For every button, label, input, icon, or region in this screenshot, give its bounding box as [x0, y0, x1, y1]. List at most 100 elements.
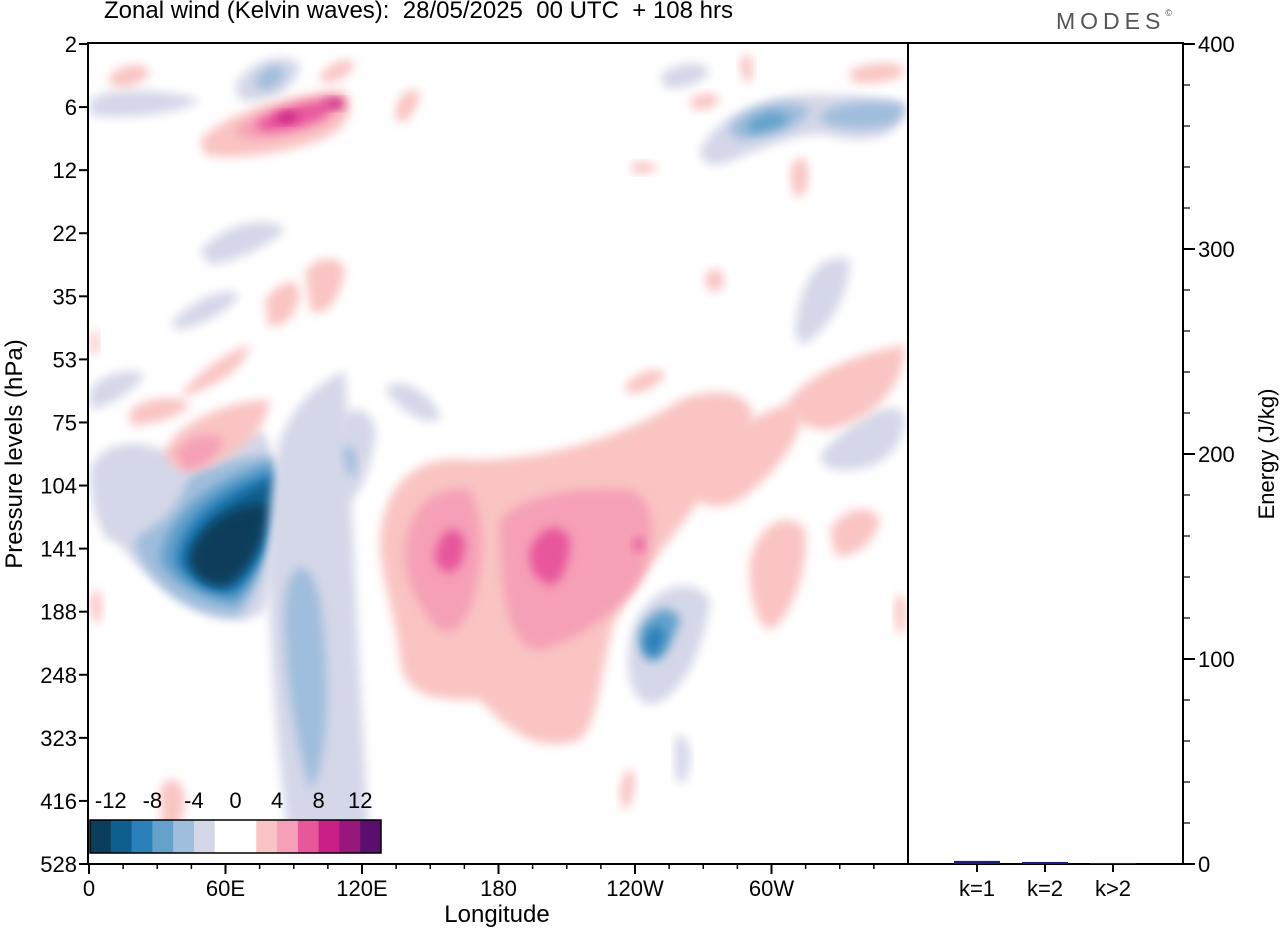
colorbar-swatch	[152, 820, 174, 853]
x-tick-label: 180	[480, 876, 517, 901]
colorbar-swatch	[360, 820, 382, 853]
positive-wind-region	[625, 369, 665, 394]
negative-wind-region	[820, 407, 905, 470]
positive-wind-region	[435, 529, 465, 573]
energy-bars: k=1 k=2 k>2	[954, 860, 1136, 901]
colorbar-swatch	[297, 820, 320, 853]
y-tick-label: 416	[40, 789, 77, 814]
negative-wind-region	[336, 409, 376, 500]
positive-wind-region	[275, 111, 298, 124]
colorbar-swatch	[339, 820, 361, 853]
positive-wind-region	[690, 400, 802, 507]
x-tick-label: 120W	[606, 876, 664, 901]
negative-wind-region	[90, 370, 145, 410]
energy-tick-label: 200	[1198, 442, 1235, 467]
negative-wind-region	[190, 504, 268, 586]
colorbar-swatch	[214, 820, 236, 853]
y-tick-label: 188	[40, 600, 77, 625]
negative-wind-region	[170, 291, 240, 330]
colorbar-swatch	[256, 820, 278, 853]
positive-wind-region	[895, 595, 906, 635]
colorbar-label: 12	[348, 788, 372, 813]
positive-wind-region	[500, 488, 652, 650]
colorbar-swatch	[110, 820, 133, 853]
y-tick-label: 12	[53, 158, 77, 183]
y-axis-label: Pressure levels (hPa)	[1, 339, 28, 568]
positive-wind-region	[830, 509, 880, 556]
y-tick-label: 22	[53, 221, 77, 246]
positive-wind-region	[90, 329, 99, 356]
positive-wind-region	[850, 63, 905, 84]
energy-frame	[907, 42, 1184, 865]
positive-wind-region	[175, 435, 225, 470]
negative-wind-region	[255, 66, 285, 90]
positive-wind-region	[705, 268, 725, 292]
colorbar-label: -12	[95, 788, 127, 813]
energy-tick-label: 100	[1198, 647, 1235, 672]
positive-wind-region	[790, 157, 809, 197]
y-tick-label: 248	[40, 663, 77, 688]
y-tick-label: 141	[40, 537, 77, 562]
colorbar: -12 -8 -4 0 4 8 12	[89, 788, 382, 854]
energy-tick-label: 0	[1198, 852, 1210, 877]
energy-axis-label: Energy (J/kg)	[1254, 389, 1279, 520]
positive-wind-region	[265, 282, 300, 327]
negative-wind-region	[644, 625, 665, 656]
negative-wind-region	[90, 443, 190, 540]
colorbar-label: 4	[271, 788, 283, 813]
positive-wind-region	[620, 769, 635, 809]
colorbar-label: 8	[313, 788, 325, 813]
y-tick-label: 528	[40, 852, 77, 877]
negative-wind-region	[675, 735, 690, 784]
positive-wind-region	[630, 162, 658, 174]
y-tick-label: 53	[53, 347, 77, 372]
colorbar-swatch	[173, 820, 195, 853]
bar-category-label: k=2	[1027, 876, 1063, 901]
energy-tick-label: 400	[1198, 32, 1235, 57]
y-tick-label: 6	[65, 95, 77, 120]
brand-logo: MODES©	[1056, 8, 1172, 34]
y-tick-label: 35	[53, 284, 77, 309]
negative-wind-region	[820, 102, 905, 129]
colorbar-label: -8	[143, 788, 163, 813]
negative-wind-region	[385, 383, 440, 421]
positive-wind-region	[110, 64, 150, 88]
y-tick-label: 104	[40, 474, 77, 499]
colorbar-label: -4	[184, 788, 204, 813]
energy-bar	[1022, 861, 1068, 864]
positive-wind-region	[395, 90, 420, 123]
y-axis: 2 6 12 22 35 53 75 104 141 188 248 323 416 528	[40, 32, 89, 877]
energy-bar	[1090, 862, 1136, 864]
y-tick-label: 75	[53, 410, 77, 435]
chart-title: Zonal wind (Kelvin waves): 28/05/2025 00…	[104, 0, 733, 24]
x-axis: 0 60E 120E 180 120W 60W	[83, 864, 875, 901]
colorbar-swatch	[90, 820, 112, 853]
energy-axis: 0 100 200 300 400	[1183, 32, 1235, 877]
y-tick-label: 2	[65, 32, 77, 57]
colorbar-swatch	[318, 820, 340, 853]
y-tick-label: 323	[40, 726, 77, 751]
positive-wind-region	[325, 98, 345, 110]
colorbar-frame	[89, 819, 382, 854]
positive-wind-region	[529, 527, 570, 585]
positive-wind-region	[90, 589, 102, 624]
energy-tick-label: 300	[1198, 237, 1235, 262]
negative-wind-region	[745, 112, 790, 133]
x-tick-label: 60W	[749, 876, 794, 901]
colorbar-swatch	[235, 820, 257, 853]
negative-wind-region	[343, 446, 357, 477]
negative-wind-region	[795, 258, 850, 345]
positive-wind-region	[130, 398, 190, 425]
positive-wind-region	[749, 520, 806, 630]
colorbar-swatch	[193, 820, 216, 853]
negative-wind-region	[200, 221, 285, 265]
negative-wind-region	[284, 568, 327, 790]
x-axis-label: Longitude	[444, 901, 549, 928]
negative-wind-region	[90, 90, 200, 117]
positive-wind-region	[320, 59, 355, 83]
positive-wind-region	[690, 93, 720, 110]
positive-wind-region	[305, 258, 345, 313]
wind-contours	[90, 55, 906, 850]
x-tick-label: 0	[83, 876, 95, 901]
